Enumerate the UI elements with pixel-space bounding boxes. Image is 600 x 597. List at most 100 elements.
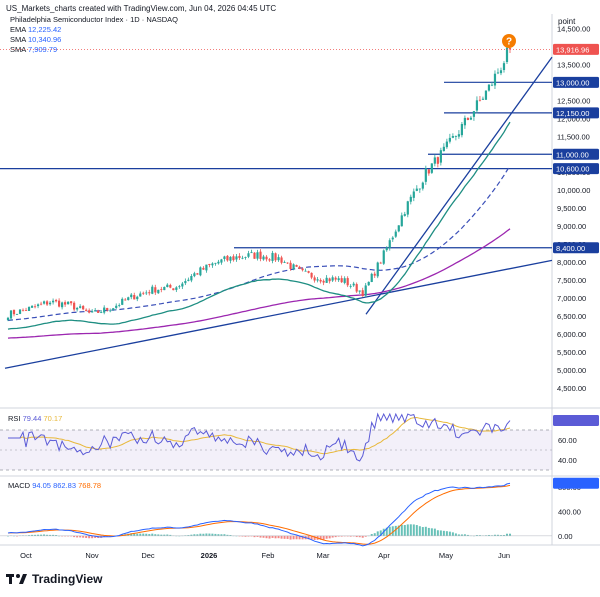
macd-histogram-bar xyxy=(79,535,82,538)
candle-body xyxy=(193,273,196,277)
macd-histogram-bar xyxy=(256,535,259,537)
macd-histogram-bar xyxy=(262,535,265,538)
ema-line xyxy=(7,121,511,330)
candle-body xyxy=(15,314,19,315)
macd-histogram-bar xyxy=(187,535,190,536)
candle-body xyxy=(145,292,148,294)
candle-body xyxy=(259,251,262,259)
candle-body xyxy=(181,283,184,287)
macd-histogram-bar xyxy=(361,535,364,538)
macd-histogram-bar xyxy=(226,534,229,536)
candle-body xyxy=(367,281,370,286)
macd-histogram-bar xyxy=(397,525,400,536)
macd-histogram-bar xyxy=(388,526,391,536)
candle-body xyxy=(490,84,494,86)
macd-histogram-bar xyxy=(166,534,169,536)
macd-histogram-bar xyxy=(265,535,268,539)
candle-body xyxy=(358,290,361,292)
tradingview-logo-text: TradingView xyxy=(32,572,103,586)
candle-body xyxy=(196,273,199,275)
macd-histogram-bar xyxy=(337,535,340,537)
candle-body xyxy=(124,299,127,301)
macd-histogram-bar xyxy=(52,534,55,536)
macd-histogram-bar xyxy=(409,524,412,536)
macd-histogram-bar xyxy=(415,525,418,536)
candle-body xyxy=(274,253,277,261)
candle-body xyxy=(106,308,109,311)
macd-histogram-bar xyxy=(295,535,298,540)
macd-histogram-bar xyxy=(31,534,34,536)
candle-body xyxy=(298,266,301,269)
candle-body xyxy=(289,262,292,269)
candle-body xyxy=(424,168,427,182)
candle-body xyxy=(277,257,280,261)
candle-body xyxy=(130,294,133,298)
macd-histogram-bar xyxy=(487,534,490,536)
candle-body xyxy=(139,293,142,297)
candle-body xyxy=(6,317,10,321)
macd-histogram-bar xyxy=(160,534,163,536)
price-axis-label: point xyxy=(558,17,576,26)
macd-histogram-bar xyxy=(493,534,496,536)
candle-body xyxy=(493,73,497,86)
candle-body xyxy=(346,278,349,286)
price-tick-label: 9,000.00 xyxy=(557,222,586,231)
macd-histogram-bar xyxy=(34,534,37,536)
candle-body xyxy=(421,182,424,189)
candle-body xyxy=(250,252,253,254)
candle-body xyxy=(175,287,178,290)
macd-histogram-bar xyxy=(355,535,358,538)
candle-body xyxy=(208,263,211,266)
time-tick-label: 2026 xyxy=(201,551,218,560)
macd-histogram-bar xyxy=(91,535,94,539)
price-tick-label: 5,500.00 xyxy=(557,348,586,357)
candle-body xyxy=(403,214,406,216)
candles xyxy=(6,43,512,322)
time-tick-label: Dec xyxy=(141,551,155,560)
macd-histogram-bar xyxy=(163,534,166,536)
macd-histogram-bar xyxy=(208,533,211,536)
candle-body xyxy=(9,310,13,319)
candle-body xyxy=(217,261,220,264)
candle-body xyxy=(355,284,358,292)
time-tick-label: Mar xyxy=(317,551,330,560)
candle-body xyxy=(39,303,43,305)
macd-histogram-bar xyxy=(223,534,226,536)
macd-histogram-bar xyxy=(196,534,199,536)
candle-body xyxy=(268,259,271,261)
candle-body xyxy=(253,252,256,259)
price-tick-label: 14,500.00 xyxy=(557,24,590,33)
candle-body xyxy=(487,84,491,91)
macd-histogram-bar xyxy=(307,535,310,540)
candle-body xyxy=(337,278,340,281)
macd-histogram-bar xyxy=(379,530,382,536)
candle-body xyxy=(505,47,509,63)
candle-body xyxy=(58,300,61,307)
macd-histogram-bar xyxy=(313,535,316,540)
candle-body xyxy=(229,256,232,261)
macd-histogram-bar xyxy=(73,535,76,538)
candle-body xyxy=(61,302,64,308)
macd-histogram-bar xyxy=(499,535,502,536)
macd-histogram-bar xyxy=(457,534,460,536)
macd-tick-label: 0.00 xyxy=(558,532,573,541)
candle-body xyxy=(202,267,205,270)
macd-histogram-bar xyxy=(433,528,436,536)
price-tick-label: 6,500.00 xyxy=(557,312,586,321)
candle-body xyxy=(48,302,52,305)
macd-histogram-bar xyxy=(250,535,253,537)
macd-histogram-bar xyxy=(319,535,322,540)
macd-histogram-bar xyxy=(418,526,421,536)
candle-body xyxy=(100,312,103,313)
macd-histogram-bar xyxy=(151,533,154,536)
rsi-line xyxy=(8,412,511,462)
macd-histogram-bar xyxy=(247,535,250,537)
macd-histogram-bar xyxy=(502,534,505,536)
long-term-trendline xyxy=(4,259,553,369)
candle-body xyxy=(364,285,367,296)
macd-histogram-bar xyxy=(94,535,97,538)
candle-body xyxy=(160,289,163,290)
macd-histogram-bar xyxy=(424,526,427,536)
time-tick-label: Oct xyxy=(20,551,33,560)
